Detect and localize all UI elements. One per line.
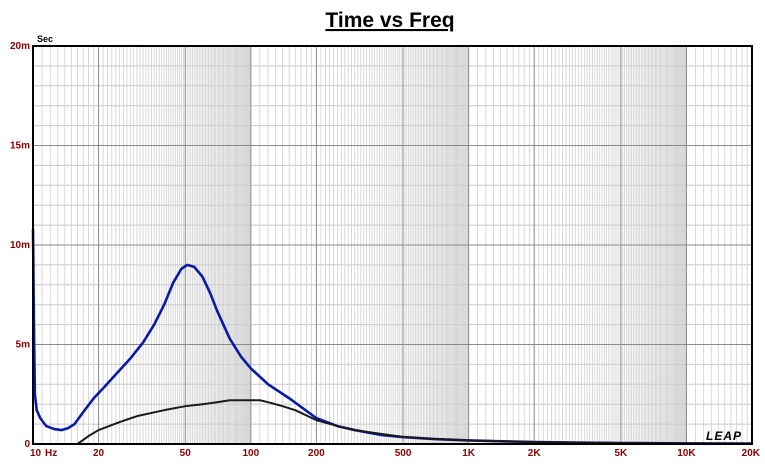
x-axis-unit-label: Hz [45, 448, 57, 459]
x-tick-label: 1K [462, 448, 476, 459]
y-axis-unit-label: Sec [37, 34, 53, 44]
series-line-2 [76, 399, 753, 445]
x-tick-label: 200 [308, 448, 325, 459]
x-tick-label: 5K [614, 448, 628, 459]
x-tick-labels: 10 20 50 100 200 500 1K 2K 5K 10K 20K [30, 448, 761, 459]
x-tick-label: 10 [30, 448, 42, 459]
x-tick-label: 2K [528, 448, 542, 459]
x-tick-label: 500 [395, 448, 412, 459]
y-tick-labels: 0 5m 10m 15m 20m [10, 41, 30, 450]
y-tick-label: 15m [10, 141, 30, 152]
x-tick-label: 20 [93, 448, 105, 459]
y-tick-label: 10m [10, 240, 30, 251]
x-tick-label: 10K [677, 448, 696, 459]
y-tick-label: 5m [16, 340, 31, 351]
x-tick-label: 100 [242, 448, 259, 459]
series-layer [31, 229, 753, 445]
x-tick-label: 50 [180, 448, 192, 459]
y-tick-label: 20m [10, 41, 30, 52]
y-tick-label: 0 [24, 439, 30, 450]
chart-title: Time vs Freq [325, 9, 454, 32]
plot-frame [32, 45, 753, 445]
x-tick-label: 20K [742, 448, 761, 459]
leap-logo: LEAP [706, 429, 742, 443]
